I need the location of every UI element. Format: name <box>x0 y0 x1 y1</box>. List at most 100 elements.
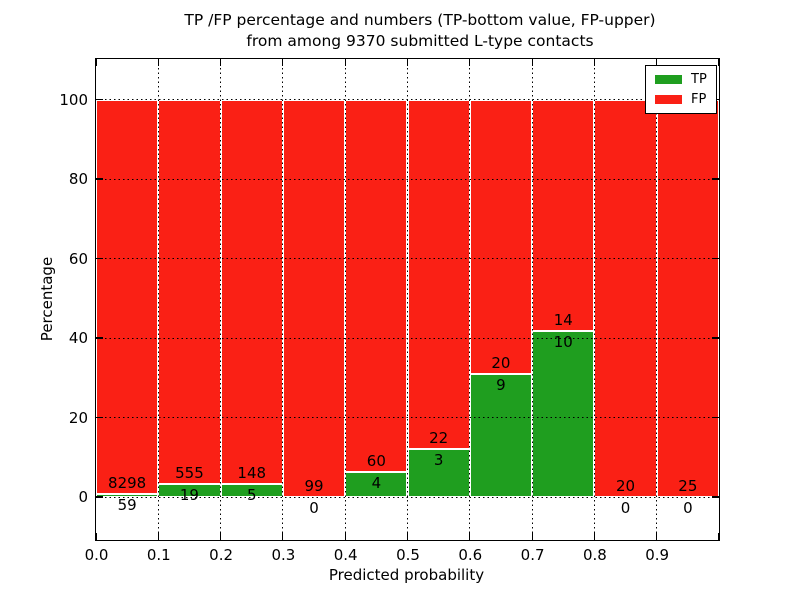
x-tick-top <box>469 59 471 66</box>
y-tick-right <box>712 416 719 419</box>
x-tick-label: 0.0 <box>84 546 109 564</box>
fp-count-label: 8298 <box>108 474 147 493</box>
gridline-x <box>282 59 284 540</box>
x-tick-bottom <box>593 533 595 540</box>
gridline-x <box>157 59 159 540</box>
tp-bar <box>220 484 283 497</box>
tp-count-label: 59 <box>117 496 137 515</box>
gridline-x <box>407 59 408 540</box>
gridline-x <box>593 59 595 540</box>
gridline-y <box>96 337 719 339</box>
x-tick-bottom <box>656 533 658 540</box>
gridline-y <box>96 417 719 418</box>
gridline-x <box>220 59 222 540</box>
y-tick-left <box>96 416 103 419</box>
x-tick-bottom <box>531 533 533 540</box>
y-tick-label: 20 <box>68 408 88 427</box>
fp-count-label: 99 <box>304 477 324 495</box>
x-tick-bottom <box>282 533 284 540</box>
gridline-x <box>656 59 658 540</box>
tp-count-label: 10 <box>553 333 573 352</box>
tp-count-label: 4 <box>371 474 382 493</box>
legend-item-tp: TP <box>655 73 707 86</box>
y-tick-label: 0 <box>78 488 88 506</box>
fp-count-label: 148 <box>237 464 267 482</box>
x-tick-label: 0.3 <box>271 546 296 564</box>
y-tick-label: 60 <box>68 249 88 268</box>
fp-count-label: 555 <box>175 463 204 482</box>
x-tick-label: 0.6 <box>458 546 483 564</box>
y-tick-left <box>96 178 103 180</box>
y-tick-right <box>712 496 719 498</box>
x-tick-top <box>718 59 720 66</box>
fp-count-label: 20 <box>491 353 511 372</box>
legend: TP FP <box>645 65 717 114</box>
x-tick-top <box>344 59 346 66</box>
legend-label-fp: FP <box>691 92 707 107</box>
tp-count-label: 19 <box>179 485 199 504</box>
tp-bar <box>407 449 470 497</box>
x-axis-label: Predicted probability <box>328 566 485 584</box>
x-tick-label: 0.5 <box>396 546 420 564</box>
tp-bar <box>345 472 408 497</box>
x-tick-top <box>95 59 97 66</box>
x-tick-bottom <box>95 533 97 540</box>
x-tick-label: 0.8 <box>582 546 607 564</box>
tp-count-label: 0 <box>309 499 319 517</box>
y-tick-label: 80 <box>68 170 88 188</box>
gridline-y <box>96 258 719 259</box>
fp-count-label: 22 <box>429 429 449 448</box>
gridline-x <box>344 59 346 540</box>
gridline-x <box>531 59 533 540</box>
fp-bar <box>345 99 408 473</box>
tp-count-label: 9 <box>496 375 506 394</box>
fp-count-label: 14 <box>553 311 573 330</box>
gridline-y <box>96 178 719 180</box>
plot-area: TP FP 8298 59 555 19 148 5 99 0 60 4 22 3 20 9 14 10 20 0… <box>95 58 720 541</box>
fp-count-label: 25 <box>678 477 698 495</box>
fp-bar <box>96 99 159 495</box>
fp-bar <box>282 99 346 497</box>
tp-swatch <box>655 75 682 84</box>
fp-bar <box>656 99 719 497</box>
fp-swatch <box>655 95 682 104</box>
legend-item-fp: FP <box>655 93 707 106</box>
tp-bar <box>469 373 533 497</box>
x-tick-top <box>406 59 409 66</box>
x-tick-top <box>157 59 159 66</box>
legend-label-tp: TP <box>691 72 707 87</box>
y-tick-right <box>712 178 719 180</box>
fp-bar <box>220 99 283 484</box>
fp-count-label: 60 <box>366 452 386 471</box>
x-tick-label: 0.7 <box>520 546 545 564</box>
x-tick-label: 0.9 <box>645 546 670 564</box>
y-tick-left <box>96 257 103 260</box>
tp-bar <box>532 331 595 497</box>
tp-count-label: 5 <box>246 486 257 504</box>
x-tick-bottom <box>220 533 222 540</box>
x-tick-label: 0.1 <box>146 546 171 564</box>
fp-bar <box>469 99 533 374</box>
y-tick-left <box>96 496 103 498</box>
x-tick-top <box>282 59 284 66</box>
gridline-y <box>96 99 719 100</box>
x-tick-bottom <box>157 533 159 540</box>
x-tick-bottom <box>406 533 409 540</box>
fp-bar <box>407 99 470 450</box>
fp-bar <box>532 99 595 332</box>
x-tick-top <box>656 59 658 66</box>
x-tick-label: 0.4 <box>333 546 358 564</box>
fp-bar <box>158 99 221 484</box>
x-tick-bottom <box>718 533 720 540</box>
x-tick-label: 0.2 <box>209 546 234 564</box>
tp-bar <box>158 483 221 497</box>
x-tick-bottom <box>469 533 471 540</box>
fp-bar <box>594 99 657 497</box>
x-tick-top <box>593 59 595 66</box>
chart-title: TP /FP percentage and numbers (TP-bottom… <box>184 11 656 50</box>
x-tick-top <box>531 59 533 66</box>
gridline-x <box>469 59 471 540</box>
y-tick-left <box>96 98 103 101</box>
y-tick-left <box>96 337 103 339</box>
